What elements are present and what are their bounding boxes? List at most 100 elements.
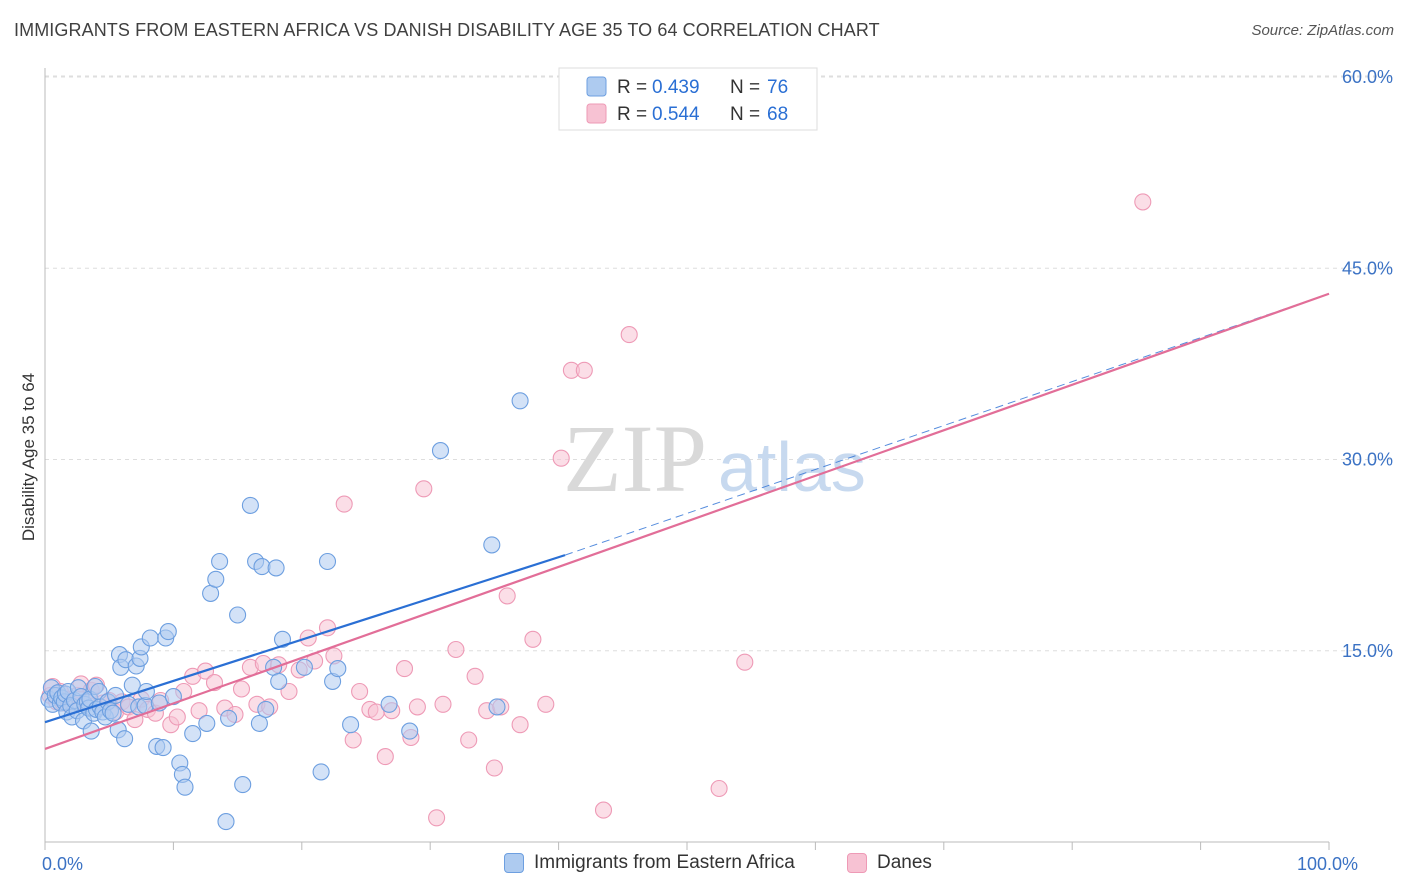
- legend-label-eastern-africa: Immigrants from Eastern Africa: [534, 852, 795, 873]
- top-legend: R = 0.439 N = 76 R = 0.544 N = 68: [558, 67, 818, 131]
- point-eastern-africa: [141, 629, 159, 647]
- point-eastern-africa: [329, 660, 347, 678]
- watermark-atlas-text: atlas: [718, 428, 866, 506]
- point-danes: [395, 660, 414, 678]
- point-danes: [168, 708, 186, 726]
- point-eastern-africa: [234, 776, 252, 794]
- point-danes: [232, 680, 251, 698]
- legend-swatch-eastern-africa: [586, 76, 607, 97]
- y-tick-label: 15.0%: [1342, 641, 1393, 661]
- point-eastern-africa: [312, 763, 330, 781]
- legend-n-value-eastern-africa: 76: [767, 77, 788, 98]
- point-eastern-africa: [241, 496, 259, 514]
- point-eastern-africa: [253, 558, 271, 576]
- point-eastern-africa: [483, 536, 501, 554]
- point-danes: [351, 682, 369, 701]
- point-danes: [485, 759, 503, 777]
- y-axis-label: Disability Age 35 to 64: [19, 373, 38, 541]
- point-danes: [376, 748, 394, 766]
- tick-labels: 15.0% 30.0% 45.0% 60.0% 0.0% 100.0%: [42, 67, 1393, 874]
- point-eastern-africa: [511, 392, 529, 410]
- point-eastern-africa: [401, 722, 419, 740]
- trendline-danes: [44, 292, 1330, 750]
- point-danes: [280, 682, 298, 701]
- point-eastern-africa: [229, 606, 247, 624]
- legend-r-value-eastern-africa: 0.439: [652, 77, 700, 98]
- point-eastern-africa: [220, 709, 238, 727]
- point-danes: [620, 326, 638, 344]
- point-eastern-africa: [184, 725, 202, 743]
- point-eastern-africa: [116, 730, 134, 748]
- bottom-legend: Immigrants from Eastern Africa Danes: [0, 850, 1406, 880]
- x-tick-label: 0.0%: [42, 854, 83, 874]
- point-danes: [710, 779, 728, 798]
- legend-label-danes: Danes: [877, 852, 932, 873]
- point-eastern-africa: [198, 714, 216, 732]
- trendline-eastern-africa-extension: [564, 293, 1330, 556]
- legend-n-value-danes: 68: [767, 104, 788, 125]
- grid-layer: [45, 75, 1392, 652]
- point-danes: [537, 695, 555, 713]
- point-eastern-africa: [104, 704, 122, 722]
- y-tick-label: 45.0%: [1342, 258, 1393, 278]
- legend-swatch-danes: [847, 853, 867, 873]
- legend-item-eastern-africa[interactable]: Immigrants from Eastern Africa: [504, 852, 795, 874]
- point-eastern-africa: [295, 658, 313, 676]
- point-eastern-africa: [159, 623, 177, 641]
- legend-n-label: N =: [730, 77, 760, 98]
- point-eastern-africa: [207, 570, 225, 588]
- point-eastern-africa: [250, 714, 268, 732]
- watermark-zip-text: ZIP: [563, 405, 707, 512]
- point-eastern-africa: [318, 552, 337, 571]
- point-danes: [434, 695, 452, 713]
- point-eastern-africa: [211, 552, 229, 571]
- point-eastern-africa: [154, 739, 172, 757]
- point-eastern-africa: [270, 672, 288, 690]
- x-tick-label: 100.0%: [1297, 854, 1358, 874]
- point-danes: [344, 731, 362, 749]
- point-danes: [190, 702, 208, 720]
- point-danes: [447, 640, 465, 659]
- point-eastern-africa: [431, 442, 450, 460]
- point-danes: [498, 587, 516, 605]
- points-layer: [40, 96, 1152, 831]
- point-danes: [575, 361, 593, 379]
- point-danes: [736, 653, 754, 671]
- point-danes: [594, 801, 613, 819]
- point-danes: [524, 630, 542, 648]
- legend-r-label: R =: [617, 104, 647, 125]
- chart-title: IMMIGRANTS FROM EASTERN AFRICA VS DANISH…: [14, 20, 880, 40]
- point-danes: [552, 449, 570, 467]
- point-danes: [466, 667, 484, 685]
- point-eastern-africa: [342, 716, 360, 734]
- source-credit[interactable]: Source: ZipAtlas.com: [1251, 22, 1394, 39]
- point-danes: [428, 809, 446, 827]
- point-eastern-africa: [217, 813, 235, 831]
- trendline-eastern-africa: [44, 554, 566, 724]
- point-danes: [460, 731, 478, 749]
- point-eastern-africa: [176, 778, 194, 796]
- point-danes: [415, 480, 433, 498]
- point-danes: [511, 716, 529, 734]
- point-danes: [408, 698, 426, 716]
- legend-swatch-danes: [586, 103, 607, 124]
- legend-item-danes[interactable]: Danes: [847, 852, 932, 874]
- point-eastern-africa: [273, 630, 292, 648]
- legend-n-label: N =: [730, 104, 760, 125]
- y-tick-label: 60.0%: [1342, 67, 1393, 87]
- point-eastern-africa: [380, 695, 398, 713]
- trend-layer: [44, 292, 1330, 750]
- point-eastern-africa: [107, 686, 125, 704]
- point-eastern-africa: [164, 688, 182, 706]
- axes-layer: [44, 68, 1330, 850]
- point-eastern-africa: [488, 698, 506, 716]
- zipatlas-watermark: ZIP atlas: [563, 405, 866, 512]
- point-eastern-africa: [267, 559, 285, 577]
- point-danes: [335, 495, 353, 513]
- legend-r-label: R =: [617, 77, 647, 98]
- legend-r-value-danes: 0.544: [652, 104, 700, 125]
- y-tick-label: 30.0%: [1342, 450, 1393, 470]
- legend-swatch-eastern-africa: [504, 853, 524, 873]
- point-eastern-africa: [257, 700, 275, 718]
